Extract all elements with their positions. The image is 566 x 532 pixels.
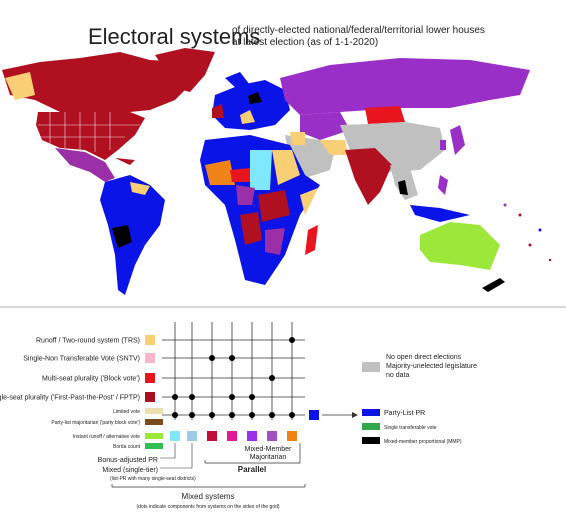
legend-label: Party-list majoritarian ('party block vo… [51, 420, 140, 426]
legend-swatch [145, 408, 163, 414]
legend: Runoff / Two-round system (TRS) Single-No… [0, 335, 477, 450]
legend-label: Single-Non Transferable Vote (SNTV) [23, 356, 140, 363]
title: Electoral systems [88, 24, 260, 49]
legend-swatch [362, 409, 380, 416]
legend-label: Runoff / Two-round system (TRS) [36, 338, 140, 345]
legend-label: Single transferable vote [384, 425, 437, 431]
grid-label: Bonus-adjusted PR [98, 457, 158, 464]
legend-label: No open direct elections [386, 354, 462, 361]
legend-label: Borda count [113, 444, 141, 450]
legend-label: Multi-seat plurality ('Block vote') [42, 376, 140, 383]
system-grid [111, 322, 358, 488]
grid-label: Mixed systems [182, 492, 235, 501]
legend-label: Majority-unelected legislature [386, 363, 477, 370]
legend-swatch [145, 353, 155, 363]
legend-swatch [362, 437, 380, 444]
legend-swatch [362, 423, 380, 430]
legend-label: Limited vote [113, 409, 140, 415]
legend-swatch [145, 443, 163, 449]
grid-note: (dots indicate components from systems o… [136, 504, 279, 510]
legend-swatch [145, 433, 163, 439]
grid-label: Mixed (single-tier) [102, 467, 158, 474]
legend-label: no data [386, 372, 409, 379]
grid-note: (list-PR with many single-seat districts… [110, 476, 196, 482]
legend-label: Party-List PR [384, 410, 425, 417]
grid-label: Majoritarian [250, 454, 287, 461]
legend-label: single-seat plurality ('First-Past-the-P… [0, 395, 140, 402]
subtitle: of directly-elected national/federal/ter… [232, 25, 485, 36]
legend-label: Mixed-member proportional (MMP) [384, 439, 462, 445]
grid-label: Mixed-Member [245, 446, 292, 453]
legend-swatch [362, 362, 380, 372]
legend-swatch [145, 335, 155, 345]
legend-swatch [145, 373, 155, 383]
world-map [2, 48, 552, 295]
legend-swatch [145, 392, 155, 402]
legend-label: Instant runoff / alternative vote [73, 434, 140, 440]
grid-label: Parallel [238, 465, 266, 474]
subtitle: at latest election (as of 1-1-2020) [232, 37, 378, 48]
legend-swatch [145, 419, 163, 425]
